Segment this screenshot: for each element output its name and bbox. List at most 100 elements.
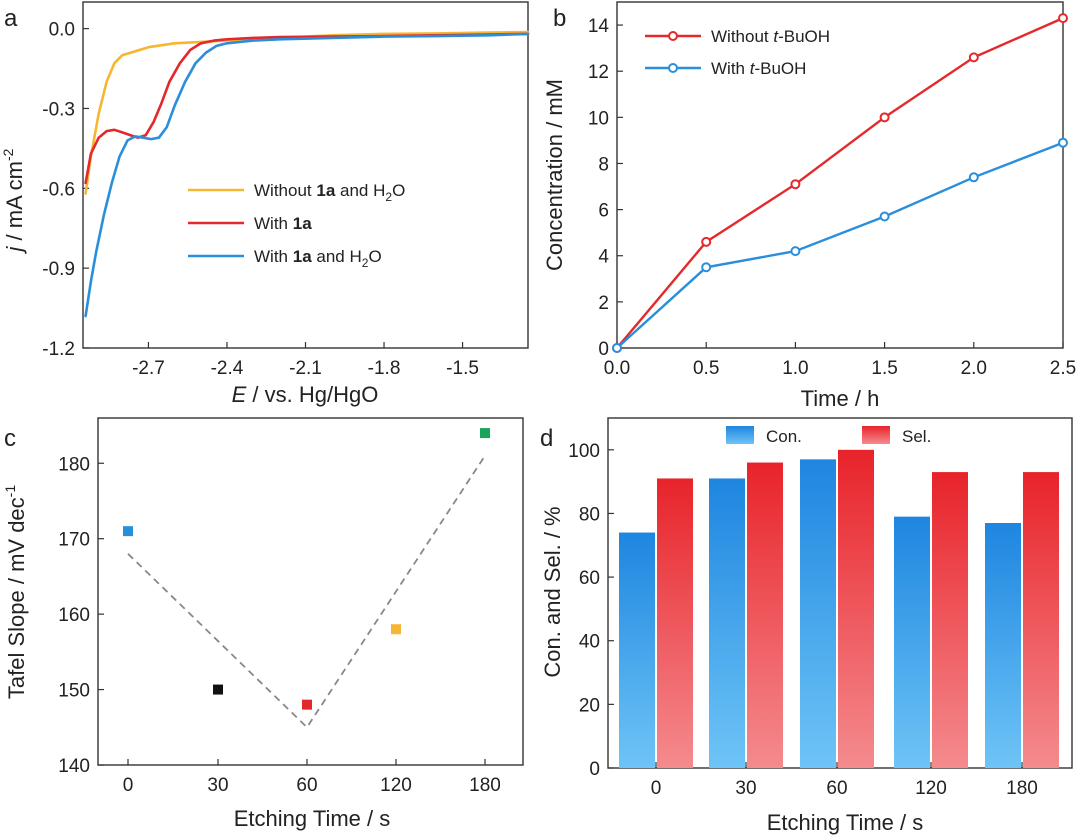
panel-c-y-tick-label: 150	[58, 681, 90, 702]
panel-d-bar-sel-1	[747, 462, 783, 768]
panel-b-point-0-2	[790, 179, 801, 190]
panel-c-point-1	[213, 684, 223, 695]
panel-b-y-tick-label: 4	[598, 247, 609, 268]
panel-d-y-tick-label: 0	[589, 759, 600, 780]
panel-b-x-tick-label: 0.0	[604, 358, 630, 379]
panel-b-legend-label-1: With t-BuOH	[711, 59, 806, 78]
panel-b-y-tick-label: 12	[588, 62, 609, 83]
panel-b-legend-label-0: Without t-BuOH	[711, 27, 830, 46]
panel-b-series	[612, 13, 1068, 353]
panel-d-x-tick-label: 120	[915, 778, 947, 799]
panel-c-point-0	[123, 526, 133, 537]
panel-b-x-axis-label: Time / h	[801, 386, 880, 411]
panel-c-y-tick-label: 180	[58, 454, 90, 475]
panel-a-legend-label-1: With 1a	[254, 214, 312, 233]
panel-d-legend-label-1: Sel.	[902, 427, 931, 446]
panel-a-legend-label-0: Without 1a and H2O	[254, 181, 405, 204]
panel-c-frame	[97, 417, 524, 766]
panel-b-legend-marker-1	[668, 63, 678, 73]
panel-c-point-4	[480, 428, 490, 439]
panel-c-x-axis-label: Etching Time / s	[234, 806, 391, 831]
legendb-1-b: t	[750, 59, 756, 78]
panel-d-y-tick-label: 80	[579, 504, 600, 525]
panel-a-frame	[82, 1, 529, 349]
panel-d-x-tick-label: 60	[826, 778, 847, 799]
panel-b-y-tick-label: 0	[598, 339, 609, 360]
panel-d-y-tick-label: 20	[579, 695, 600, 716]
panel-label-a: a	[4, 5, 18, 32]
panel-c-point-3	[391, 624, 401, 635]
panel-d-bar-con-0	[619, 532, 655, 768]
panel-d-x-tick-label: 30	[735, 778, 756, 799]
panel-b-point-1-4	[968, 172, 979, 183]
panel-a-y-axis-label-part-2: -2	[0, 148, 16, 161]
legend-1-b: 1a	[293, 214, 312, 233]
panel-c-y-tick-label: 160	[58, 605, 90, 626]
panel-a-y-tick-label: 0.0	[49, 20, 75, 41]
panel-a-y-axis-label-part-1: / mA cm	[2, 161, 27, 247]
legend-2-e: O	[368, 247, 381, 266]
legend-2-a: With	[254, 247, 293, 266]
panel-d-bar-sel-2	[838, 449, 874, 768]
panel-a-series	[84, 30, 530, 318]
panel-b-x-tick-label: 2.5	[1050, 358, 1076, 379]
panel-b-point-0-1	[701, 236, 712, 247]
panel-b-y-tick-label: 8	[598, 154, 609, 175]
panel-b-x-tick-label: 1.5	[871, 358, 897, 379]
panel-a-x-tick-label: -2.7	[132, 358, 165, 379]
panel-a-legend-label-2: With 1a and H2O	[254, 247, 382, 270]
legendb-0-c: -BuOH	[778, 27, 830, 46]
panel-b-point-0-3	[879, 112, 890, 123]
panel-d-bar-sel-3	[932, 472, 968, 768]
panel-b-point-0-4	[968, 52, 979, 63]
legend-2-d: 2	[362, 256, 369, 270]
panel-b-x-tick-label: 1.0	[782, 358, 808, 379]
panel-a-y-tick-label: -0.6	[42, 179, 75, 200]
panel-d-legend-label-0: Con.	[766, 427, 802, 446]
panel-d-legend-swatch-0	[726, 426, 754, 444]
panel-d-bar-con-4	[985, 523, 1021, 768]
panel-c-y-axis-label: Tafel Slope / mV dec-1	[2, 485, 29, 699]
panel-c-y-tick-label: 140	[58, 756, 90, 777]
panel-d-x-tick-label: 0	[651, 778, 662, 799]
panel-d-bar-con-3	[894, 516, 930, 768]
panel-c-x-tick-label: 60	[296, 775, 317, 796]
legendb-0-b: t	[773, 27, 779, 46]
panel-a-x-axis-label: E / vs. Hg/HgO	[232, 382, 379, 407]
panel-d-y-axis-label: Con. and Sel. / %	[540, 506, 565, 677]
legend-1-a: With	[254, 214, 293, 233]
legend-2-b: 1a	[293, 247, 312, 266]
panel-label-b: b	[553, 5, 566, 32]
panel-c-y-axis-label-part-1: -1	[2, 485, 18, 498]
panel-b-point-1-5	[1058, 137, 1068, 148]
panel-b-y-tick-label: 10	[588, 108, 609, 129]
panel-d-y-tick-label: 60	[579, 568, 600, 589]
legend-0-c: and H	[335, 181, 385, 200]
panel-b-series-line-1	[616, 141, 1064, 349]
panel-b-point-1-3	[879, 211, 890, 222]
panel-a-series-line-1	[84, 32, 530, 185]
panel-a-x-tick-label: -1.5	[446, 358, 479, 379]
panel-a-series-line-2	[84, 32, 530, 318]
panel-d-bar-sel-4	[1023, 472, 1059, 768]
panel-c-y-tick-label: 170	[58, 530, 90, 551]
panel-b-x-tick-label: 2.0	[961, 358, 987, 379]
legend-0-a: Without	[254, 181, 316, 200]
panel-a-y-tick-label: -0.3	[42, 99, 75, 120]
panel-a-series-line-0	[84, 30, 530, 195]
panel-b-point-1-1	[701, 262, 712, 273]
panel-c-y-axis-label-part-0: Tafel Slope / mV dec	[4, 497, 29, 699]
panel-c-x-tick-label: 30	[207, 775, 228, 796]
panel-a-x-axis-label-part-0: E	[232, 382, 247, 407]
legendb-1-c: -BuOH	[754, 59, 806, 78]
legend-0-b: 1a	[316, 181, 335, 200]
panel-b-legend-marker-0	[668, 31, 678, 41]
panel-c-x-tick-label: 0	[123, 775, 134, 796]
panel-label-c: c	[4, 425, 16, 452]
legendb-0-a: Without	[711, 27, 773, 46]
legend-0-d: 2	[385, 190, 392, 204]
panel-a-x-tick-label: -2.1	[289, 358, 322, 379]
panel-c-trend-line	[127, 455, 486, 729]
panel-b-y-axis-label: Concentration / mM	[542, 79, 567, 271]
